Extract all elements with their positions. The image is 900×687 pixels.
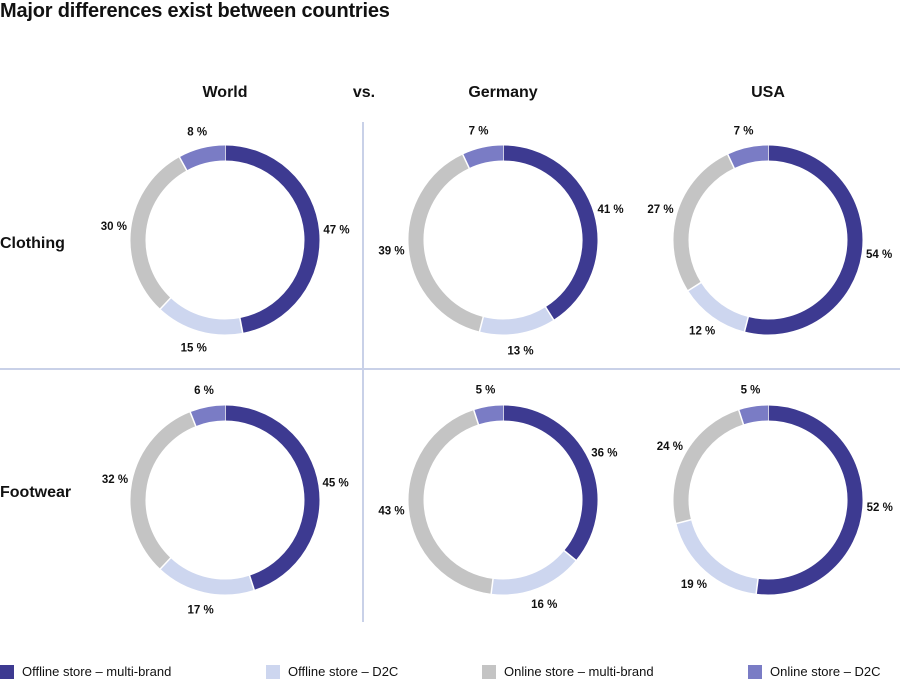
segment-separator <box>563 549 578 562</box>
data-label: 39 % <box>378 246 404 258</box>
data-label: 41 % <box>597 204 623 216</box>
data-label: 17 % <box>187 604 213 616</box>
data-label: 5 % <box>476 384 496 396</box>
data-label: 8 % <box>187 127 207 139</box>
legend-label: Offline store – D2C <box>288 664 399 679</box>
segment-separator <box>490 577 494 595</box>
segment-separator <box>737 408 745 426</box>
legend-label: Online store – multi-brand <box>504 664 654 679</box>
donut-segment-offline-multi-brand <box>224 405 320 590</box>
legend: Offline store – multi-brand Offline stor… <box>0 664 900 684</box>
data-label: 36 % <box>591 447 617 459</box>
legend-item: Offline store – D2C <box>266 664 398 679</box>
donut-segment-offline-d2c <box>676 519 759 594</box>
donut-segment-offline-d2c <box>160 297 243 335</box>
segment-separator <box>461 153 471 170</box>
data-label: 45 % <box>323 477 349 489</box>
donut-segment-online-multi-brand <box>408 154 484 332</box>
data-label: 5 % <box>741 384 761 396</box>
donut-segment-online-d2c <box>190 405 226 427</box>
chart-title: Major differences exist between countrie… <box>0 0 390 22</box>
data-label: 43 % <box>378 506 404 518</box>
donut-segment-offline-multi-brand <box>502 145 598 320</box>
column-header-germany: Germany <box>468 84 537 101</box>
data-label: 47 % <box>323 224 349 236</box>
donut-segment-offline-multi-brand <box>756 405 863 595</box>
donut-segment-offline-d2c <box>688 282 749 332</box>
column-header-world: World <box>202 84 247 101</box>
segment-separator <box>178 155 188 172</box>
column-header-usa: USA <box>751 84 785 101</box>
segment-separator <box>755 577 759 595</box>
legend-swatch <box>266 664 280 679</box>
donut-segment-offline-d2c <box>479 307 554 335</box>
legend-label: Online store – D2C <box>770 664 881 679</box>
legend-label: Offline store – multi-brand <box>22 664 172 679</box>
donut-chart-grid: World vs. Germany USA Clothing Footwear … <box>0 84 900 622</box>
donut-segment-offline-d2c <box>491 550 576 595</box>
segment-separator <box>159 556 172 571</box>
data-label: 7 % <box>469 126 489 138</box>
segment-separator <box>544 305 555 322</box>
legend-swatch <box>482 664 496 679</box>
segment-separator <box>248 574 256 592</box>
data-label: 52 % <box>867 502 893 514</box>
data-label: 19 % <box>681 579 707 591</box>
donut-segment-online-d2c <box>738 405 769 425</box>
data-label: 32 % <box>102 474 128 486</box>
donut-segment-online-multi-brand <box>130 157 187 309</box>
data-label: 7 % <box>734 126 754 138</box>
data-label: 15 % <box>181 343 207 355</box>
donut-segment-online-d2c <box>727 145 769 169</box>
donut-segment-online-d2c <box>179 145 226 171</box>
segment-separator <box>743 315 750 333</box>
row-header-footwear: Footwear <box>0 484 71 501</box>
segment-separator <box>675 518 693 525</box>
donut-segment-online-d2c <box>473 405 504 425</box>
donut-segment-online-d2c <box>462 145 504 169</box>
legend-item: Offline store – multi-brand <box>0 664 171 679</box>
legend-swatch <box>748 664 762 679</box>
data-label: 30 % <box>101 221 127 233</box>
segment-separator <box>478 315 485 333</box>
donut-charts: 47 % 15 % 30 % 8 % 41 % 13 % 39 % 7 % 54 % 12 % 27… <box>101 126 893 617</box>
data-label: 54 % <box>866 249 892 261</box>
donut-segment-online-multi-brand <box>673 410 744 524</box>
legend-swatch <box>0 664 14 679</box>
segment-separator <box>238 316 244 334</box>
legend-item: Online store – D2C <box>748 664 881 679</box>
segment-separator <box>686 281 703 292</box>
donut-segment-online-multi-brand <box>130 412 196 569</box>
segment-separator <box>472 408 480 426</box>
data-label: 13 % <box>507 346 533 358</box>
legend-item: Online store – multi-brand <box>482 664 654 679</box>
data-label: 6 % <box>194 385 214 397</box>
data-label: 24 % <box>657 441 683 453</box>
donut-segment-offline-multi-brand <box>744 145 863 335</box>
segment-separator <box>159 296 172 311</box>
segment-separator <box>189 410 197 428</box>
donut-segment-online-multi-brand <box>673 154 735 291</box>
data-label: 16 % <box>531 599 557 611</box>
data-label: 27 % <box>647 204 673 216</box>
donut-segment-offline-d2c <box>160 557 255 595</box>
donut-segment-online-multi-brand <box>408 410 494 594</box>
donut-segment-offline-multi-brand <box>502 405 598 561</box>
vs-label: vs. <box>353 84 375 101</box>
data-label: 12 % <box>689 326 715 338</box>
row-header-clothing: Clothing <box>0 235 65 252</box>
segment-separator <box>726 153 736 170</box>
donut-segment-offline-multi-brand <box>224 145 320 333</box>
